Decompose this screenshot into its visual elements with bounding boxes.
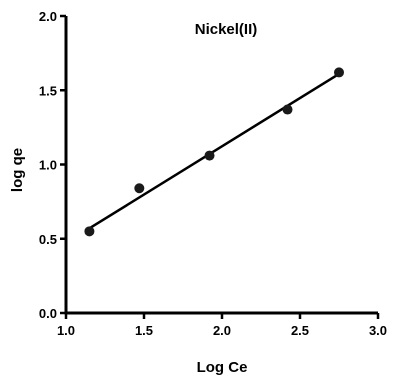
chart-title: Nickel(II) <box>195 21 258 38</box>
x-tick-label: 2.5 <box>291 323 309 338</box>
y-tick-label: 1.0 <box>39 158 57 173</box>
x-ticks: 1.0 1.5 2.0 2.5 3.0 <box>57 313 387 338</box>
x-axis-label: Log Ce <box>197 359 248 376</box>
y-axis-label: log qe <box>9 148 26 192</box>
y-ticks: 0.0 0.5 1.0 1.5 2.0 <box>39 9 66 321</box>
y-tick-label: 2.0 <box>39 9 57 24</box>
y-tick-label: 1.5 <box>39 83 57 98</box>
axes <box>64 16 378 315</box>
x-tick-label: 3.0 <box>369 323 387 338</box>
y-tick-label: 0.5 <box>39 232 57 247</box>
data-point <box>282 104 293 115</box>
data-point <box>84 226 95 237</box>
x-tick-label: 1.5 <box>135 323 153 338</box>
x-tick-label: 2.0 <box>213 323 231 338</box>
x-tick-label: 1.0 <box>57 323 75 338</box>
fit-line <box>88 72 340 230</box>
data-point <box>134 183 145 194</box>
data-point <box>204 150 215 161</box>
y-tick-label: 0.0 <box>39 306 57 321</box>
fit-line-group <box>88 72 340 230</box>
data-point <box>334 67 344 78</box>
data-points <box>84 67 344 237</box>
